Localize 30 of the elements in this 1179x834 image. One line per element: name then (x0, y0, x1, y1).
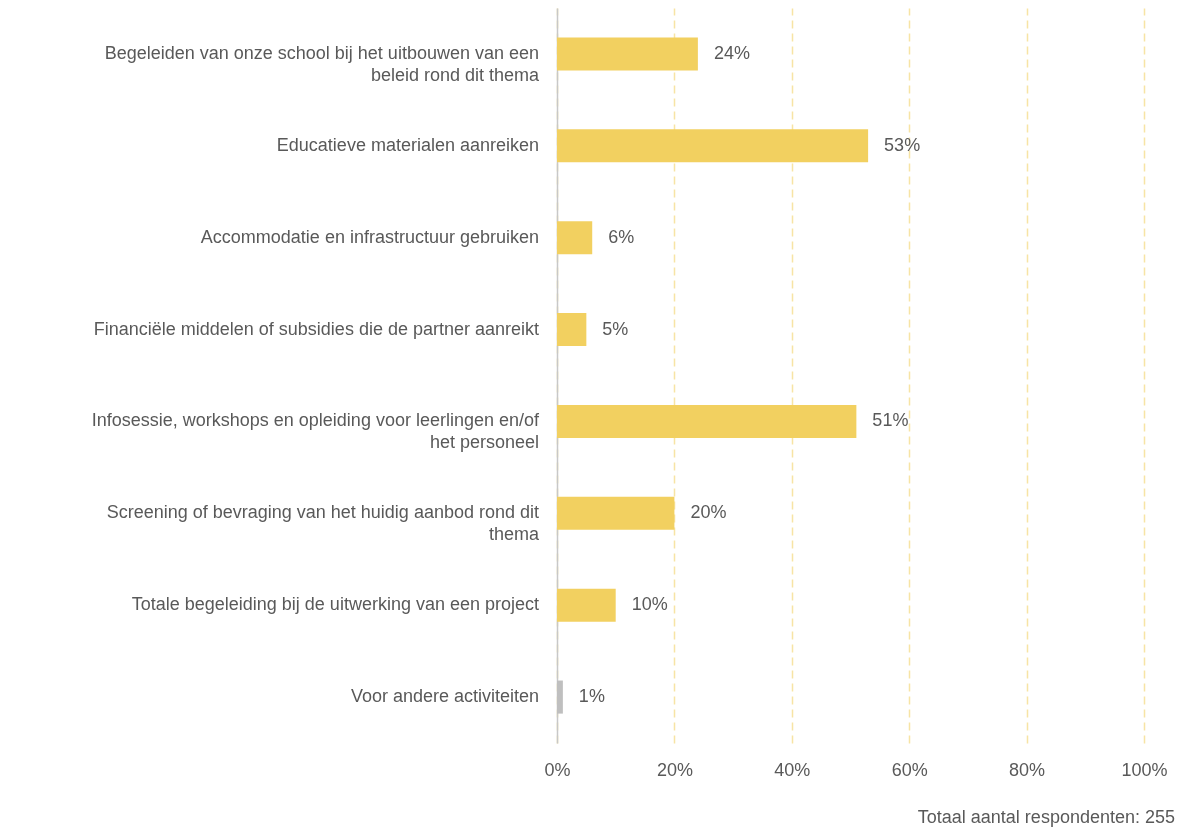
x-tick-label: 100% (1121, 759, 1168, 780)
bar (557, 221, 593, 255)
bar (557, 313, 587, 347)
y-tick-label: Begeleiden van onze school bij het uitbouwen van een beleid rond dit thema (104, 42, 540, 85)
y-tick-label: Voor andere activiteiten (350, 686, 539, 707)
x-tick-label: 80% (1009, 759, 1046, 780)
data-label: 20% (690, 502, 727, 523)
data-label: 24% (713, 42, 750, 63)
y-tick-label: Accommodatie en infrastructuur gebruiken (200, 226, 539, 247)
data-label: 5% (602, 318, 629, 339)
y-tick-label: Screening of bevraging van het huidig aanbod rond dit thema (106, 502, 540, 545)
y-tick-label: Financiële middelen of subsidies die de partner aanreikt (93, 318, 539, 339)
bar (557, 588, 616, 622)
x-tick-label: 0% (544, 759, 571, 780)
bar (557, 404, 857, 438)
x-tick-label: 60% (891, 759, 928, 780)
data-label: 51% (872, 410, 909, 431)
y-tick-label: Educatieve materialen aanreiken (276, 134, 539, 155)
data-label: 10% (631, 594, 668, 615)
x-tick-label: 40% (774, 759, 811, 780)
data-label: 53% (884, 134, 921, 155)
bar (557, 37, 698, 71)
data-label: 1% (578, 686, 605, 707)
text: Totaal aantal respondenten: 255 (917, 807, 1175, 827)
bar (557, 496, 675, 530)
y-tick-label: Totale begeleiding bij de uitwerking van een project (131, 594, 539, 615)
y-tick-label: Infosessie, workshops en opleiding voor leerlingen en/of het personeel (91, 410, 540, 453)
x-tick-label: 20% (656, 759, 693, 780)
data-label: 6% (608, 226, 635, 247)
bar (557, 129, 869, 163)
